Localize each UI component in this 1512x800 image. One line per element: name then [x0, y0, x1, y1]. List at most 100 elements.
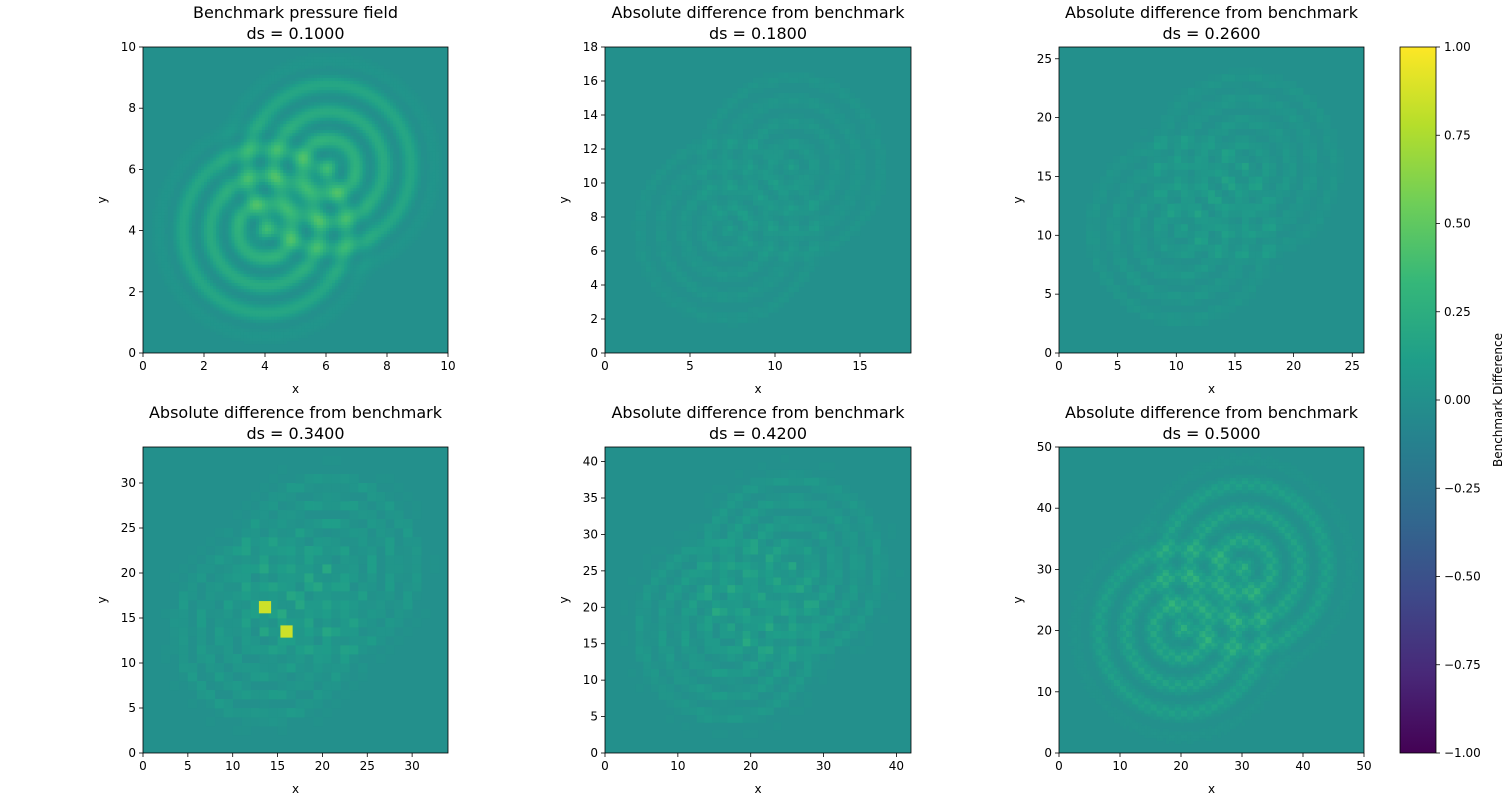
heatmap-cell — [301, 331, 306, 336]
heatmap-cell — [313, 276, 318, 280]
heatmap-cell — [359, 169, 363, 173]
heatmap-cell — [204, 273, 208, 277]
heatmap-cell — [234, 123, 238, 127]
heatmap-cell — [362, 120, 367, 124]
heatmap-cell — [335, 313, 339, 317]
heatmap-cell — [277, 181, 281, 186]
heatmap-cell — [258, 340, 263, 345]
heatmap-cell — [326, 120, 330, 124]
heatmap-cell — [304, 233, 309, 238]
heatmap-cell — [329, 175, 333, 179]
heatmap-cell — [200, 267, 205, 271]
heatmap-cell — [301, 273, 306, 277]
heatmap-cell — [210, 175, 214, 179]
heatmap-cell — [301, 196, 306, 201]
heatmap-cell — [268, 154, 272, 158]
heatmap-cell — [210, 233, 214, 238]
heatmap-cell — [362, 157, 367, 161]
heatmap-cell — [228, 255, 232, 259]
heatmap-cell — [289, 212, 293, 216]
heatmap-cell — [268, 126, 272, 131]
heatmap-cell — [225, 120, 229, 124]
heatmap-cell — [204, 206, 208, 210]
heatmap-cell — [231, 245, 235, 250]
heatmap-cell — [313, 221, 318, 225]
heatmap-cell — [216, 252, 220, 256]
heatmap-cell — [246, 328, 251, 332]
heatmap-cell — [222, 151, 226, 155]
heatmap-cell — [289, 245, 293, 250]
heatmap-cell — [222, 172, 226, 176]
heatmap-cell — [252, 304, 257, 308]
heatmap-cell — [371, 187, 376, 192]
heatmap-cell — [368, 230, 373, 235]
heatmap-cell — [329, 255, 333, 259]
heatmap-cell — [277, 157, 281, 161]
heatmap-cell — [353, 160, 357, 164]
heatmap-cell — [301, 117, 306, 121]
heatmap-cell — [353, 190, 357, 195]
heatmap-cell — [356, 86, 360, 91]
heatmap-cell — [228, 206, 232, 210]
heatmap-cell — [213, 166, 217, 170]
heatmap-cell — [298, 114, 302, 118]
heatmap-cell — [310, 89, 315, 94]
heatmap-cell — [344, 59, 348, 63]
heatmap-cell — [335, 285, 339, 290]
heatmap-cell — [219, 166, 223, 170]
heatmap-cell — [322, 264, 327, 268]
heatmap-cell — [359, 151, 363, 155]
heatmap-cell — [240, 304, 245, 308]
heatmap-cell — [374, 193, 379, 198]
heatmap-cell — [179, 190, 184, 195]
heatmap-cell — [240, 117, 245, 121]
heatmap-cell — [316, 105, 321, 109]
heatmap-cell — [222, 300, 226, 305]
heatmap-cell — [207, 285, 211, 290]
heatmap-cell — [329, 221, 333, 225]
heatmap-cell — [347, 172, 351, 176]
heatmap-cell — [356, 181, 360, 186]
heatmap-cell — [338, 56, 342, 60]
heatmap-cell — [350, 141, 354, 146]
heatmap-cell — [332, 245, 336, 250]
heatmap-cell — [326, 209, 330, 213]
heatmap-cell — [286, 89, 290, 94]
heatmap-cell — [326, 126, 330, 131]
heatmap-cell — [313, 120, 318, 124]
heatmap-cell — [170, 221, 174, 225]
heatmap-cell — [216, 169, 220, 173]
heatmap-cell — [261, 120, 266, 124]
heatmap-cell — [283, 126, 287, 131]
heatmap-cell — [237, 138, 241, 143]
heatmap-cell — [258, 212, 263, 216]
heatmap-cell — [329, 282, 333, 287]
heatmap-cell — [179, 227, 184, 231]
heatmap-cell — [213, 138, 217, 143]
heatmap-cell — [350, 236, 354, 241]
heatmap-cell — [295, 297, 299, 302]
heatmap-cell — [289, 209, 293, 213]
heatmap-cell — [271, 282, 275, 287]
heatmap-cell — [271, 276, 275, 280]
heatmap-cell — [347, 230, 351, 235]
heatmap-cell — [304, 279, 309, 284]
heatmap-cell — [197, 270, 202, 274]
heatmap-cell — [301, 193, 306, 198]
heatmap-cell — [332, 178, 336, 183]
heatmap-cell — [228, 313, 232, 317]
heatmap-cell — [213, 288, 217, 293]
heatmap-cell — [332, 135, 336, 140]
heatmap-cell — [280, 285, 284, 290]
heatmap-cell — [347, 215, 351, 219]
heatmap-cell — [194, 291, 199, 296]
heatmap-cell — [332, 203, 336, 207]
heatmap-cell — [301, 184, 306, 189]
heatmap-cell — [298, 227, 302, 231]
heatmap-cell — [286, 209, 290, 213]
heatmap-cell — [301, 291, 306, 296]
heatmap-cell — [289, 239, 293, 244]
heatmap-cell — [261, 129, 266, 134]
heatmap-cell — [213, 184, 217, 189]
heatmap-cell — [191, 206, 196, 210]
